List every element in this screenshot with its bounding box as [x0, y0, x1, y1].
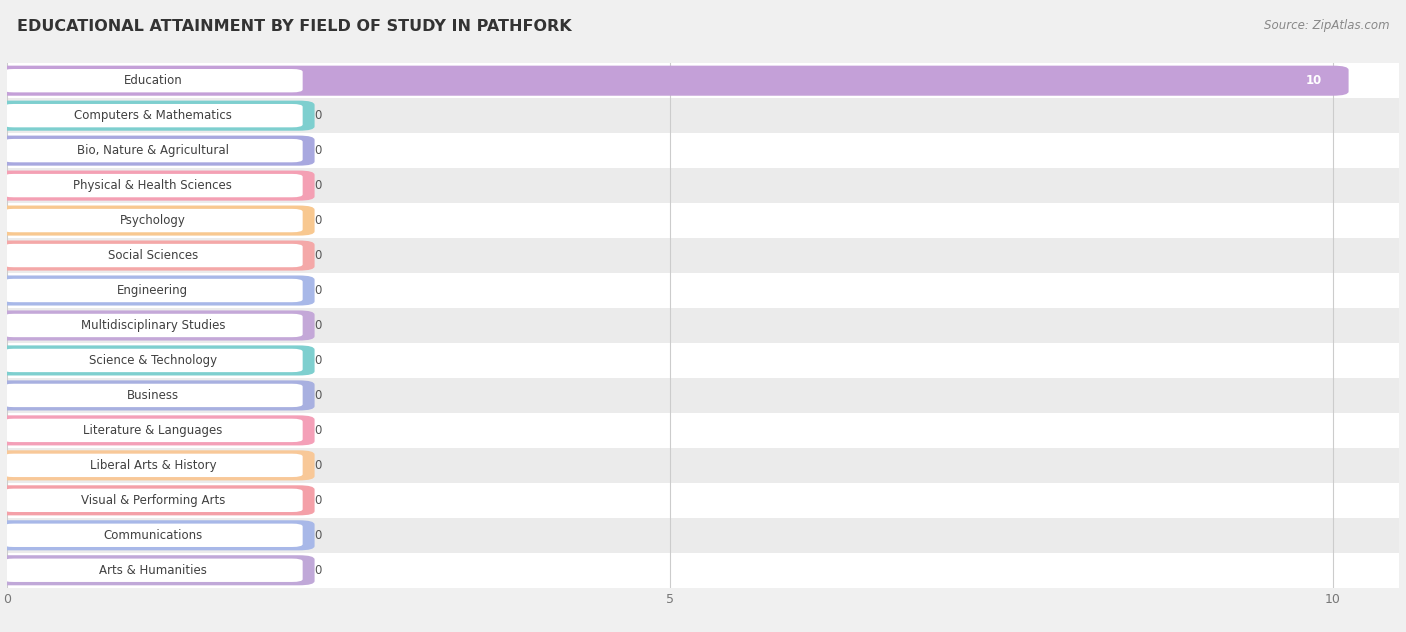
FancyBboxPatch shape	[0, 520, 315, 550]
Text: 0: 0	[315, 109, 322, 122]
Text: Liberal Arts & History: Liberal Arts & History	[90, 459, 217, 472]
Bar	[7, 273, 1399, 308]
FancyBboxPatch shape	[3, 384, 302, 407]
Text: Visual & Performing Arts: Visual & Performing Arts	[80, 494, 225, 507]
Text: 0: 0	[315, 319, 322, 332]
FancyBboxPatch shape	[0, 205, 315, 236]
FancyBboxPatch shape	[3, 69, 302, 92]
FancyBboxPatch shape	[0, 276, 315, 305]
Text: Bio, Nature & Agricultural: Bio, Nature & Agricultural	[77, 144, 229, 157]
Text: 0: 0	[315, 459, 322, 472]
FancyBboxPatch shape	[0, 100, 315, 131]
Bar	[7, 483, 1399, 518]
Bar	[7, 448, 1399, 483]
FancyBboxPatch shape	[0, 415, 315, 446]
Text: EDUCATIONAL ATTAINMENT BY FIELD OF STUDY IN PATHFORK: EDUCATIONAL ATTAINMENT BY FIELD OF STUDY…	[17, 19, 571, 34]
Text: Social Sciences: Social Sciences	[108, 249, 198, 262]
Bar	[7, 413, 1399, 448]
FancyBboxPatch shape	[0, 346, 315, 375]
FancyBboxPatch shape	[3, 349, 302, 372]
FancyBboxPatch shape	[0, 136, 315, 166]
Text: Business: Business	[127, 389, 179, 402]
Bar	[7, 203, 1399, 238]
Bar	[7, 133, 1399, 168]
Text: 0: 0	[315, 179, 322, 192]
Text: Literature & Languages: Literature & Languages	[83, 424, 222, 437]
FancyBboxPatch shape	[0, 66, 1348, 95]
Text: Source: ZipAtlas.com: Source: ZipAtlas.com	[1264, 19, 1389, 32]
FancyBboxPatch shape	[3, 559, 302, 582]
Bar	[7, 308, 1399, 343]
FancyBboxPatch shape	[3, 314, 302, 337]
Text: 0: 0	[315, 494, 322, 507]
Text: Computers & Mathematics: Computers & Mathematics	[75, 109, 232, 122]
Bar	[7, 70, 1333, 92]
Text: 0: 0	[315, 389, 322, 402]
FancyBboxPatch shape	[0, 171, 315, 200]
FancyBboxPatch shape	[0, 310, 315, 341]
FancyBboxPatch shape	[3, 454, 302, 477]
FancyBboxPatch shape	[0, 485, 315, 515]
Text: Multidisciplinary Studies: Multidisciplinary Studies	[80, 319, 225, 332]
FancyBboxPatch shape	[0, 241, 315, 270]
Text: 0: 0	[315, 214, 322, 227]
FancyBboxPatch shape	[3, 209, 302, 232]
Bar	[7, 553, 1399, 588]
FancyBboxPatch shape	[0, 451, 315, 480]
FancyBboxPatch shape	[0, 380, 315, 410]
Text: Communications: Communications	[103, 529, 202, 542]
Bar	[7, 238, 1399, 273]
Bar	[7, 378, 1399, 413]
Text: 0: 0	[315, 249, 322, 262]
Text: Science & Technology: Science & Technology	[89, 354, 217, 367]
FancyBboxPatch shape	[3, 489, 302, 512]
FancyBboxPatch shape	[3, 279, 302, 302]
Text: Physical & Health Sciences: Physical & Health Sciences	[73, 179, 232, 192]
Text: Psychology: Psychology	[120, 214, 186, 227]
Text: 0: 0	[315, 354, 322, 367]
Text: 10: 10	[1306, 74, 1322, 87]
Text: 0: 0	[315, 424, 322, 437]
Bar	[7, 63, 1399, 98]
Text: Education: Education	[124, 74, 183, 87]
Text: 0: 0	[315, 284, 322, 297]
Text: 0: 0	[315, 529, 322, 542]
Text: 0: 0	[315, 144, 322, 157]
Text: Engineering: Engineering	[117, 284, 188, 297]
FancyBboxPatch shape	[3, 174, 302, 197]
FancyBboxPatch shape	[0, 556, 315, 585]
Text: 0: 0	[315, 564, 322, 577]
FancyBboxPatch shape	[3, 139, 302, 162]
FancyBboxPatch shape	[3, 524, 302, 547]
Bar	[7, 518, 1399, 553]
Bar	[7, 168, 1399, 203]
FancyBboxPatch shape	[3, 419, 302, 442]
Text: Arts & Humanities: Arts & Humanities	[98, 564, 207, 577]
Bar	[7, 98, 1399, 133]
Bar	[7, 343, 1399, 378]
FancyBboxPatch shape	[3, 104, 302, 127]
FancyBboxPatch shape	[3, 244, 302, 267]
